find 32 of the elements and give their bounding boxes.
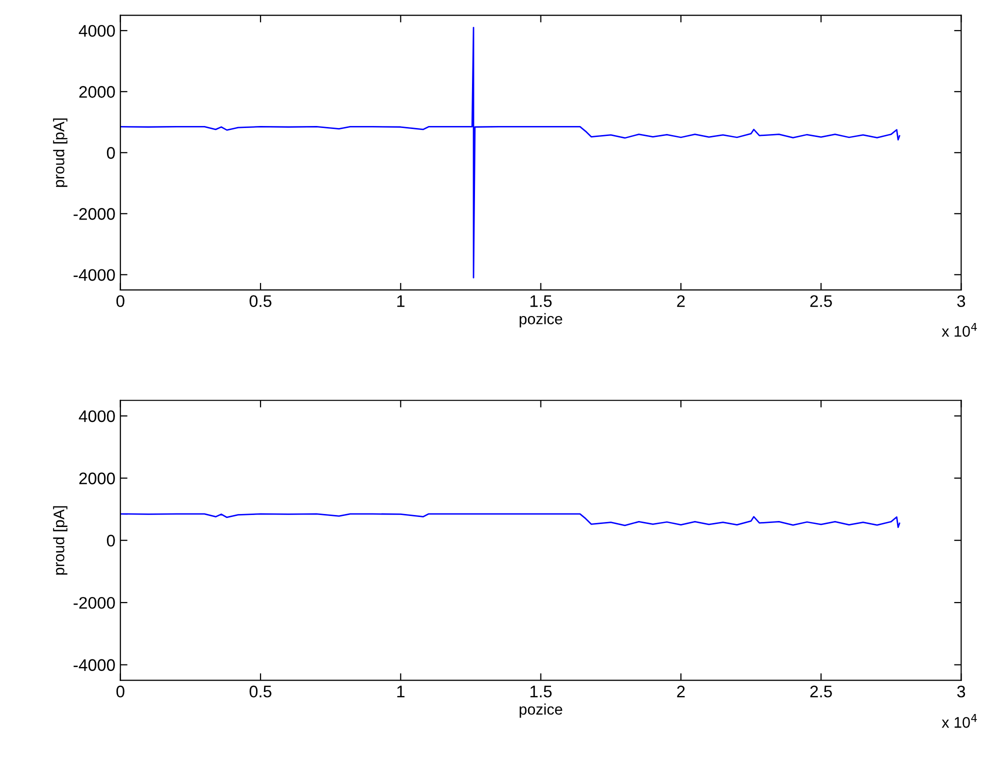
y-tick-label: 4000 — [78, 410, 115, 422]
y-tick-label: -2000 — [74, 208, 115, 220]
y-tick-label: -2000 — [74, 596, 115, 609]
text: x 10$^{4}$ — [942, 322, 977, 337]
y-tick-label: 2000 — [79, 472, 115, 484]
x-tick-label: 0.5 — [250, 295, 272, 308]
y-tick-label: 2000 — [79, 86, 115, 98]
x-tick-label: 0 — [116, 295, 124, 308]
x-tick-label: 1.5 — [530, 686, 552, 698]
y-axis-title: proud [pA] — [53, 118, 68, 187]
x-tick-label: 2 — [677, 686, 685, 698]
line-series — [120, 513, 900, 528]
x-tick-label: 0 — [116, 686, 124, 698]
y-tick-label: 0 — [106, 534, 115, 547]
text: x 10$^{4}$ — [942, 714, 977, 728]
y-tick-label: 4000 — [78, 24, 115, 37]
y-tick-label: 0 — [106, 147, 115, 159]
y-tick-label: -4000 — [74, 269, 115, 281]
x-axis-title: pozice — [520, 704, 562, 718]
x-tick-label: 0.5 — [250, 686, 272, 698]
y-axis-title: proud [pA] — [53, 506, 68, 575]
x-tick-label: 1 — [397, 295, 404, 307]
x-tick-label: 2.5 — [810, 295, 832, 308]
line-series — [120, 26, 900, 278]
x-tick-label: 3 — [957, 295, 966, 308]
x-tick-label: 3 — [957, 686, 966, 698]
x-tick-label: 1 — [397, 686, 404, 698]
x-tick-label: 1.5 — [530, 295, 552, 308]
x-tick-label: 2.5 — [810, 686, 832, 698]
y-tick-label: -4000 — [74, 659, 115, 671]
x-axis-title: pozice — [520, 313, 562, 328]
x-tick-label: 2 — [677, 295, 685, 307]
